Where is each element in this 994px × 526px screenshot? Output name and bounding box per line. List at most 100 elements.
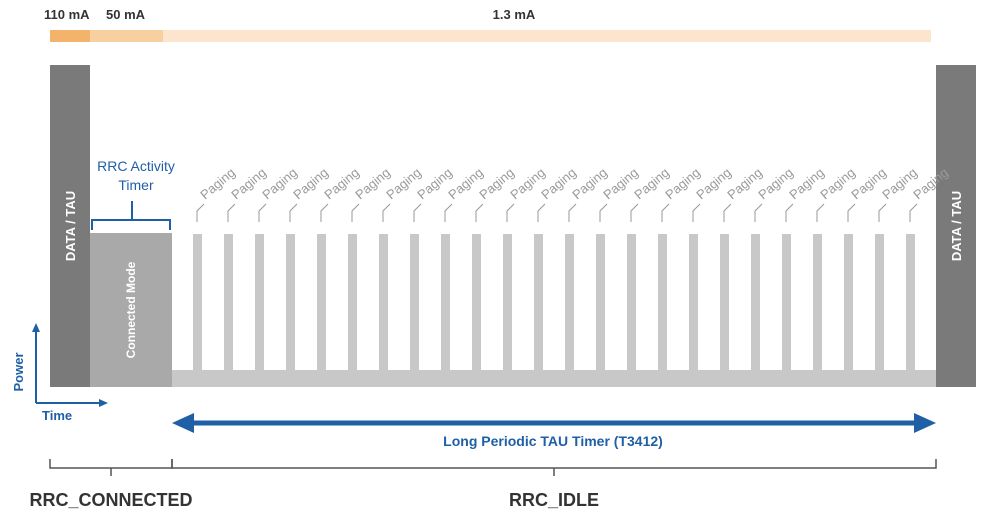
rrc-connected-label: RRC_CONNECTED [29,490,192,510]
paging-spike [844,234,853,374]
paging-spike [441,234,450,374]
paging-label: Paging [817,165,858,203]
paging-leader-line [568,203,577,222]
idle-baseline [172,370,937,387]
paging-spike [317,234,326,374]
paging-label: Paging [476,165,517,203]
paging-leader-line [506,203,515,222]
paging-leader-line [909,203,918,222]
paging-spike [782,234,791,374]
paging-spikes: PagingPagingPagingPagingPagingPagingPagi… [193,165,951,374]
paging-spike [193,234,202,374]
paging-leader-line [227,203,236,222]
paging-spike [534,234,543,374]
paging-spike [906,234,915,374]
current-bar-mid [90,30,163,42]
paging-leader-line [537,203,546,222]
paging-spike [689,234,698,374]
paging-label: Paging [507,165,548,203]
rrc-timer-bracket [91,219,171,230]
left-data-tau-label: DATA / TAU [63,191,78,261]
paging-label: Paging [879,165,920,203]
current-label-high: 110 mA [44,7,90,22]
paging-leader-line [692,203,701,222]
paging-label: Paging [290,165,331,203]
paging-label: Paging [197,165,238,203]
paging-label: Paging [259,165,300,203]
paging-leader-line [382,203,391,222]
paging-spike [472,234,481,374]
paging-leader-line [320,203,329,222]
paging-leader-line [816,203,825,222]
paging-leader-line [351,203,360,222]
paging-spike [596,234,605,374]
paging-spike [224,234,233,374]
paging-label: Paging [755,165,796,203]
paging-label: Paging [848,165,889,203]
paging-label: Paging [383,165,424,203]
paging-spike [658,234,667,374]
paging-spike [813,234,822,374]
paging-leader-line [413,203,422,222]
paging-leader-line [258,203,267,222]
paging-label: Paging [631,165,672,203]
rrc-timer-label-line1: RRC Activity [97,158,175,174]
paging-leader-line [630,203,639,222]
x-axis-label: Time [42,408,72,423]
paging-spike [410,234,419,374]
paging-leader-line [723,203,732,222]
paging-spike [503,234,512,374]
current-bar-low [163,30,931,42]
rrc-timer-label-line2: Timer [118,177,154,193]
y-axis-arrowhead [32,323,40,332]
paging-label: Paging [569,165,610,203]
paging-spike [348,234,357,374]
paging-label: Paging [414,165,455,203]
connected-mode-label: Connected Mode [124,261,138,358]
paging-label: Paging [352,165,393,203]
paging-leader-line [754,203,763,222]
connected-mode-block [90,233,172,387]
paging-label: Paging [321,165,362,203]
paging-leader-line [785,203,794,222]
paging-leader-line [289,203,298,222]
paging-label: Paging [693,165,734,203]
paging-label: Paging [445,165,486,203]
current-label-mid: 50 mA [106,7,146,22]
paging-label: Paging [538,165,579,203]
paging-spike [379,234,388,374]
paging-leader-line [847,203,856,222]
tau-timer-arrowhead-left [172,413,194,433]
paging-spike [751,234,760,374]
current-bar-high [50,30,90,42]
paging-spike [875,234,884,374]
paging-spike [627,234,636,374]
rrc-connected-bracket [49,459,173,476]
paging-spike [255,234,264,374]
paging-leader-line [599,203,608,222]
paging-spike [565,234,574,374]
paging-leader-line [661,203,670,222]
rrc-idle-label: RRC_IDLE [509,490,599,510]
paging-leader-line [878,203,887,222]
tau-timer-arrowhead-right [914,413,936,433]
paging-spike [720,234,729,374]
rrc-idle-bracket [171,459,937,476]
paging-label: Paging [662,165,703,203]
current-label-low: 1.3 mA [493,7,536,22]
paging-leader-line [444,203,453,222]
right-data-tau-label: DATA / TAU [949,191,964,261]
y-axis-label: Power [11,352,26,391]
paging-label: Paging [600,165,641,203]
x-axis-arrowhead [99,399,108,407]
paging-leader-line [475,203,484,222]
right-data-tau-block [936,65,976,387]
paging-label: Paging [228,165,269,203]
paging-label: Paging [724,165,765,203]
paging-label: Paging [786,165,827,203]
paging-leader-line [196,203,205,222]
paging-spike [286,234,295,374]
tau-timer-label: Long Periodic TAU Timer (T3412) [443,433,663,449]
left-data-tau-block [50,65,90,387]
